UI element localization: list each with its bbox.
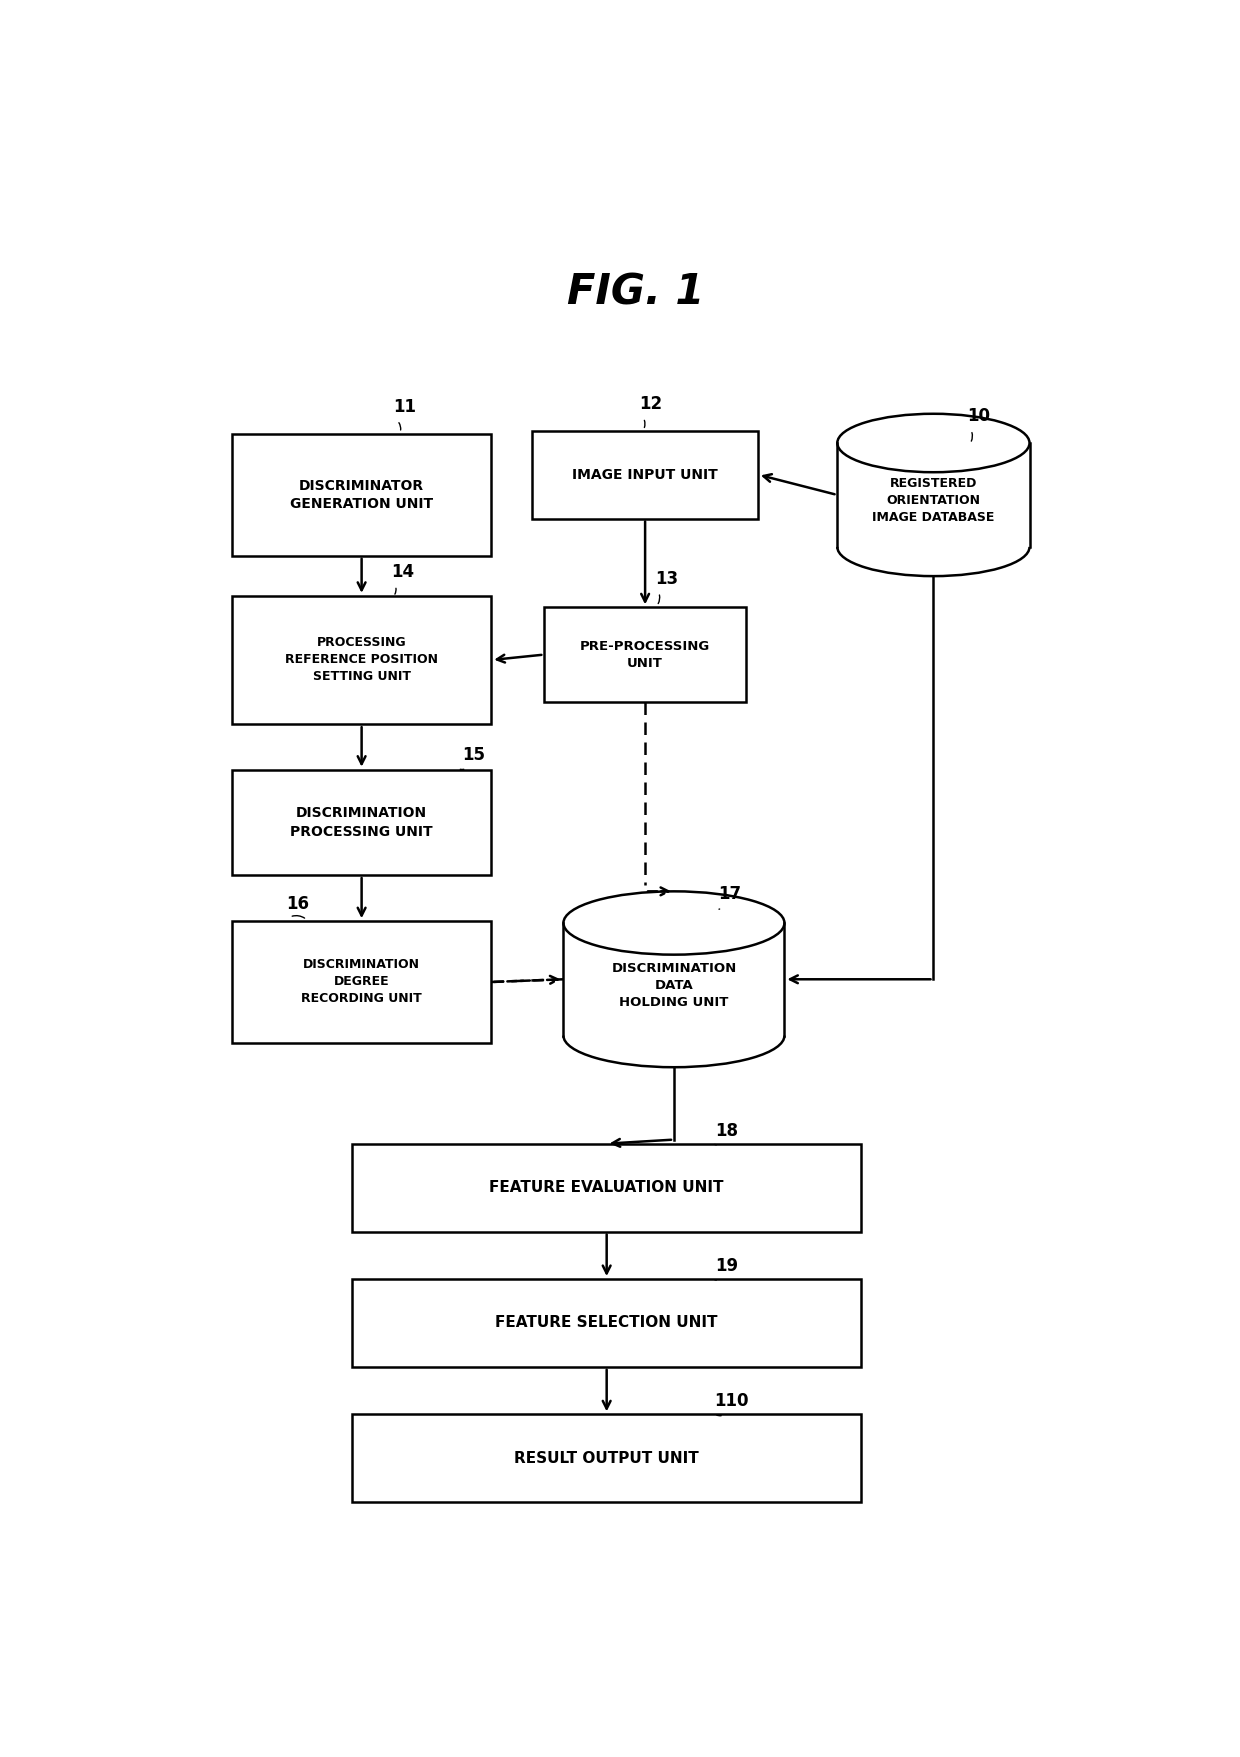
Text: DISCRIMINATION
DEGREE
RECORDING UNIT: DISCRIMINATION DEGREE RECORDING UNIT	[301, 959, 422, 1005]
Text: 15: 15	[463, 745, 486, 764]
Text: PROCESSING
REFERENCE POSITION
SETTING UNIT: PROCESSING REFERENCE POSITION SETTING UN…	[285, 636, 438, 683]
Text: FEATURE SELECTION UNIT: FEATURE SELECTION UNIT	[496, 1316, 718, 1330]
Ellipse shape	[837, 413, 1029, 473]
Text: DISCRIMINATION
PROCESSING UNIT: DISCRIMINATION PROCESSING UNIT	[290, 806, 433, 838]
Bar	[232, 596, 491, 724]
Ellipse shape	[563, 891, 785, 954]
Bar	[232, 434, 491, 555]
Text: 12: 12	[640, 395, 662, 413]
Text: FEATURE EVALUATION UNIT: FEATURE EVALUATION UNIT	[490, 1181, 724, 1195]
Text: 19: 19	[715, 1256, 738, 1276]
Bar	[532, 430, 758, 518]
Text: DISCRIMINATION
DATA
HOLDING UNIT: DISCRIMINATION DATA HOLDING UNIT	[611, 963, 737, 1009]
Text: 17: 17	[718, 886, 742, 903]
Bar	[232, 770, 491, 875]
Text: RESULT OUTPUT UNIT: RESULT OUTPUT UNIT	[515, 1451, 699, 1465]
Text: 110: 110	[714, 1392, 749, 1411]
Bar	[352, 1279, 862, 1367]
Text: 10: 10	[967, 408, 990, 425]
Bar	[232, 921, 491, 1044]
Bar	[544, 608, 746, 703]
Text: DISCRIMINATOR
GENERATION UNIT: DISCRIMINATOR GENERATION UNIT	[290, 478, 433, 511]
Bar	[352, 1144, 862, 1232]
Text: REGISTERED
ORIENTATION
IMAGE DATABASE: REGISTERED ORIENTATION IMAGE DATABASE	[872, 478, 994, 524]
Text: 13: 13	[655, 569, 678, 589]
Text: 18: 18	[715, 1121, 738, 1140]
Text: IMAGE INPUT UNIT: IMAGE INPUT UNIT	[572, 467, 718, 481]
Text: 14: 14	[392, 562, 414, 582]
Text: 16: 16	[285, 894, 309, 912]
Bar	[563, 922, 785, 1035]
Bar	[837, 443, 1029, 546]
Bar	[352, 1414, 862, 1502]
Text: FIG. 1: FIG. 1	[567, 271, 704, 313]
Text: PRE-PROCESSING
UNIT: PRE-PROCESSING UNIT	[580, 640, 711, 669]
Text: 11: 11	[393, 399, 417, 416]
